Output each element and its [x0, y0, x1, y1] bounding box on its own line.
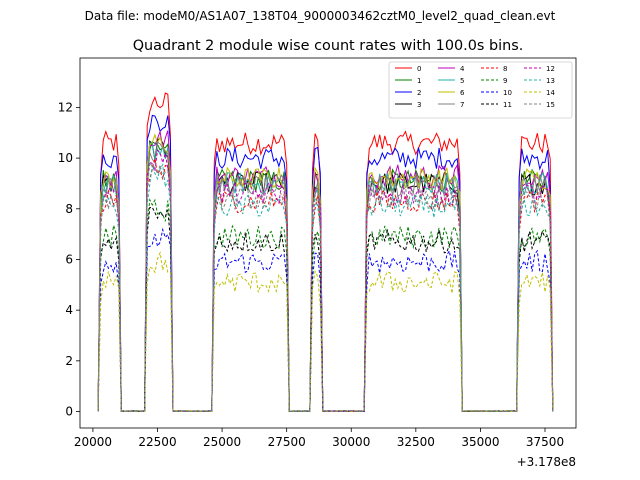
x-tick-label: 32500	[397, 435, 435, 449]
x-tick-label: 30000	[332, 435, 370, 449]
series-line-11	[97, 206, 554, 413]
series-line-6	[97, 133, 554, 413]
y-tick-label: 2	[65, 354, 73, 368]
series-line-7	[97, 141, 554, 413]
legend-label-4: 4	[460, 65, 465, 73]
legend-label-11: 11	[503, 101, 512, 109]
legend-label-1: 1	[417, 77, 421, 85]
legend-label-14: 14	[546, 89, 555, 97]
series-line-1	[97, 141, 554, 413]
y-tick-label: 0	[65, 405, 73, 419]
legend-label-2: 2	[417, 89, 421, 97]
legend-label-5: 5	[460, 77, 464, 85]
plot-lines	[97, 92, 554, 413]
legend-label-8: 8	[503, 65, 507, 73]
series-line-14	[97, 250, 554, 413]
series-line-9	[97, 198, 554, 413]
y-tick-label: 12	[58, 100, 73, 114]
legend-label-6: 6	[460, 89, 465, 97]
x-tick-label: 20000	[74, 435, 112, 449]
series-line-15	[97, 160, 554, 413]
legend-label-3: 3	[417, 101, 421, 109]
x-tick-label: 35000	[461, 435, 499, 449]
y-tick-label: 8	[65, 202, 73, 216]
x-tick-label: 22500	[138, 435, 176, 449]
chart-title: Quadrant 2 module wise count rates with …	[133, 38, 524, 54]
plot-frame	[79, 57, 577, 429]
series-line-5	[97, 142, 554, 413]
legend-label-7: 7	[460, 101, 464, 109]
legend-label-9: 9	[503, 77, 507, 85]
series-line-0	[97, 92, 554, 413]
y-tick-label: 4	[65, 303, 73, 317]
suptitle: Data file: modeM0/AS1A07_138T04_90000034…	[85, 9, 556, 23]
series-line-8	[97, 158, 554, 413]
x-tick-label: 25000	[203, 435, 241, 449]
series-line-4	[97, 129, 554, 413]
y-tick-label: 6	[65, 252, 73, 266]
legend-label-15: 15	[546, 101, 555, 109]
x-tick-label: 27500	[268, 435, 306, 449]
x-axis: 20000 22500 25000 27500 30000 32500 35000 37500	[74, 428, 564, 449]
series-line-3	[97, 137, 554, 413]
legend-label-13: 13	[546, 77, 555, 85]
legend-label-0: 0	[417, 65, 421, 73]
series-line-13	[97, 163, 554, 413]
legend-label-10: 10	[503, 89, 512, 97]
y-axis: 0 2 4 6 8 10 12	[58, 100, 80, 419]
series-line-10	[97, 227, 554, 413]
x-tick-label: 37500	[526, 435, 564, 449]
y-tick-label: 10	[58, 151, 73, 165]
legend-label-12: 12	[546, 65, 555, 73]
x-offset-label: +3.178e8	[517, 455, 576, 469]
series-line-12	[97, 149, 554, 413]
